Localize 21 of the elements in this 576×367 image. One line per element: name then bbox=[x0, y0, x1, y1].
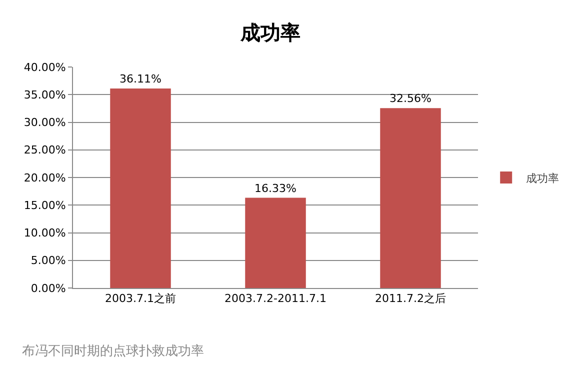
text: 16.33% bbox=[254, 182, 296, 195]
y-tick-label: 20.00% bbox=[24, 171, 66, 184]
x-tick-label: 2003.7.2-2011.7.1 bbox=[224, 292, 326, 306]
x-tick-label: 2011.7.2之后 bbox=[375, 292, 446, 306]
chart-title: 成功率 bbox=[240, 22, 301, 45]
bar bbox=[380, 108, 441, 288]
y-tick-label: 15.00% bbox=[24, 198, 66, 212]
y-tick-label: 5.00% bbox=[30, 254, 66, 268]
legend-label: 成功率 bbox=[526, 172, 560, 185]
y-tick-label: 0.00% bbox=[30, 282, 66, 295]
bar bbox=[110, 88, 171, 288]
y-tick-label: 25.00% bbox=[24, 144, 66, 157]
text: 36.11% bbox=[120, 72, 162, 86]
text: 布冯不同时期的点球扑救成功率 bbox=[22, 343, 204, 359]
x-tick-label: 2003.7.1之前 bbox=[105, 292, 176, 306]
y-tick-label: 10.00% bbox=[24, 226, 66, 240]
bar bbox=[245, 198, 306, 288]
y-tick-label: 35.00% bbox=[24, 88, 66, 102]
y-tick-label: 30.00% bbox=[24, 116, 66, 130]
y-tick-label: 40.00% bbox=[24, 60, 66, 74]
text: 32.56% bbox=[390, 92, 432, 106]
